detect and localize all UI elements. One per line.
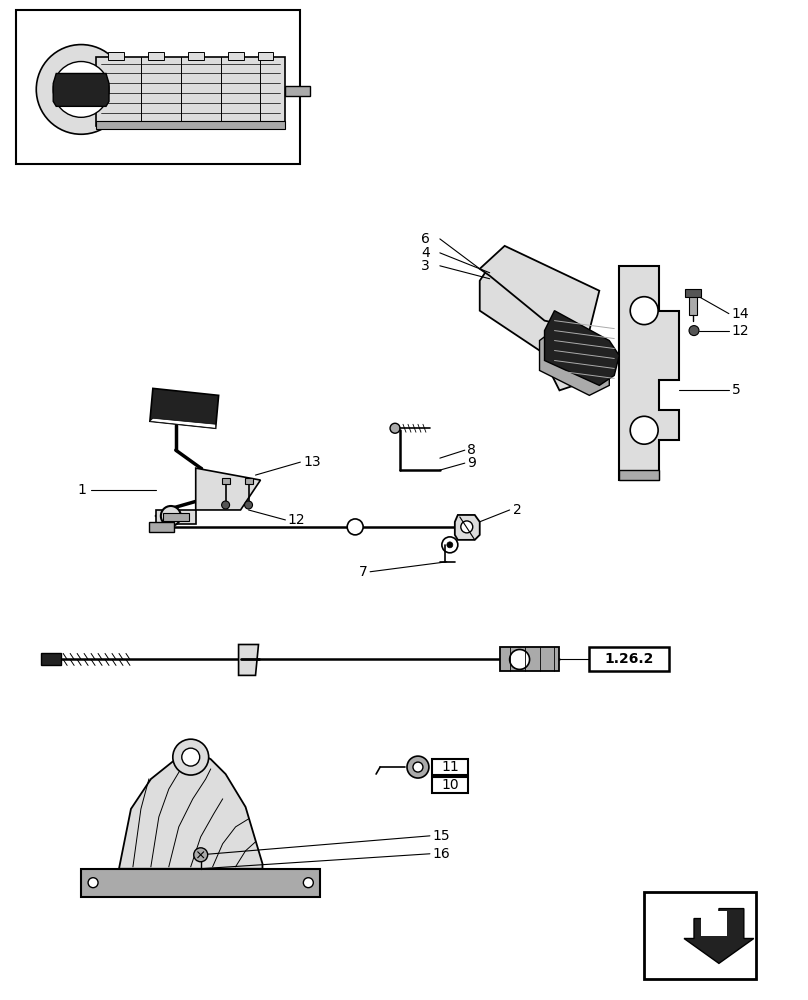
Bar xyxy=(156,510,196,524)
Bar xyxy=(258,52,273,60)
Bar xyxy=(148,52,164,60)
Polygon shape xyxy=(149,388,219,428)
Polygon shape xyxy=(545,311,619,385)
Circle shape xyxy=(88,878,98,888)
Polygon shape xyxy=(701,911,727,936)
Circle shape xyxy=(510,649,529,669)
Circle shape xyxy=(221,501,229,509)
Circle shape xyxy=(245,501,253,509)
Circle shape xyxy=(194,848,208,862)
Bar xyxy=(108,52,124,60)
Circle shape xyxy=(413,762,423,772)
Text: 15: 15 xyxy=(433,829,451,843)
Text: 7: 7 xyxy=(359,565,367,579)
Polygon shape xyxy=(619,470,659,480)
Circle shape xyxy=(182,748,200,766)
Circle shape xyxy=(53,62,109,117)
Polygon shape xyxy=(149,418,216,428)
Bar xyxy=(685,289,701,297)
Bar xyxy=(221,478,229,484)
Bar xyxy=(644,892,755,979)
Circle shape xyxy=(347,519,363,535)
Polygon shape xyxy=(53,73,109,106)
Circle shape xyxy=(407,756,429,778)
Bar xyxy=(41,653,61,665)
Text: 6: 6 xyxy=(421,232,430,246)
Text: 12: 12 xyxy=(732,324,750,338)
Text: 12: 12 xyxy=(288,513,305,527)
Circle shape xyxy=(461,521,473,533)
Bar xyxy=(187,52,204,60)
Polygon shape xyxy=(619,266,679,480)
Text: 2: 2 xyxy=(512,503,521,517)
Polygon shape xyxy=(196,468,260,510)
Circle shape xyxy=(630,297,659,325)
Text: 4: 4 xyxy=(421,246,430,260)
Bar xyxy=(96,57,285,126)
Bar xyxy=(149,522,174,532)
FancyBboxPatch shape xyxy=(589,647,669,671)
Circle shape xyxy=(390,423,400,433)
Circle shape xyxy=(36,45,126,134)
Polygon shape xyxy=(119,754,263,869)
Polygon shape xyxy=(480,246,600,331)
Polygon shape xyxy=(238,645,259,675)
FancyBboxPatch shape xyxy=(432,759,468,775)
Bar xyxy=(81,869,320,897)
Text: 16: 16 xyxy=(433,847,451,861)
Polygon shape xyxy=(684,909,754,963)
Text: 8: 8 xyxy=(467,443,476,457)
Circle shape xyxy=(689,326,699,336)
Text: 1.26.2: 1.26.2 xyxy=(604,652,654,666)
Bar xyxy=(689,293,697,315)
Text: 5: 5 xyxy=(732,383,741,397)
Text: 10: 10 xyxy=(441,778,459,792)
Circle shape xyxy=(161,506,181,526)
Bar xyxy=(245,478,253,484)
Bar xyxy=(163,513,189,521)
Circle shape xyxy=(447,542,452,548)
Circle shape xyxy=(173,739,208,775)
Text: 14: 14 xyxy=(732,307,750,321)
Bar xyxy=(96,121,285,129)
Bar xyxy=(285,86,310,96)
Polygon shape xyxy=(540,326,609,395)
Bar xyxy=(16,10,301,164)
Text: 1: 1 xyxy=(78,483,86,497)
Circle shape xyxy=(303,878,314,888)
Circle shape xyxy=(630,416,659,444)
Circle shape xyxy=(442,537,458,553)
Text: 13: 13 xyxy=(303,455,321,469)
Polygon shape xyxy=(455,515,480,540)
Bar xyxy=(228,52,243,60)
Text: 11: 11 xyxy=(441,760,459,774)
Text: 3: 3 xyxy=(421,259,430,273)
FancyBboxPatch shape xyxy=(432,777,468,793)
Polygon shape xyxy=(480,266,589,390)
Bar xyxy=(499,647,559,671)
Text: 9: 9 xyxy=(467,456,476,470)
